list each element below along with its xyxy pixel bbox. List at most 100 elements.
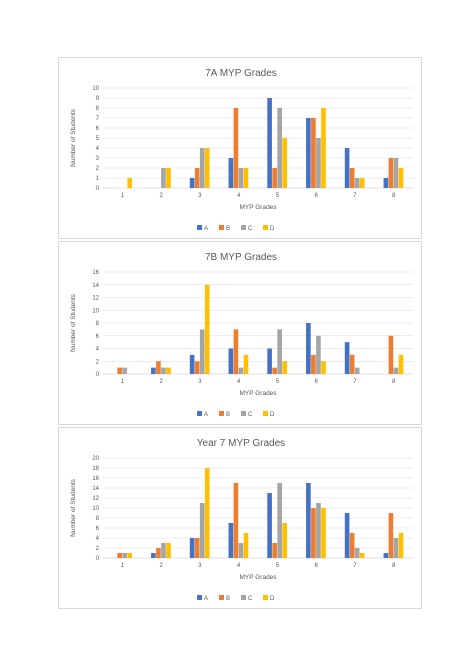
chart-2-bar-b-5 — [272, 543, 277, 558]
chart-0-bar-d-1 — [127, 178, 133, 188]
chart-2-bar-a-2 — [151, 553, 156, 558]
chart-2-bar-b-1 — [117, 553, 122, 558]
chart-1-bar-d-5 — [282, 361, 288, 374]
chart-1-bar-b-1 — [117, 367, 122, 374]
chart-2-legend-swatch-a — [197, 595, 202, 600]
chart-2-x-tick-label: 6 — [314, 563, 318, 569]
chart-0-x-tick-label: 5 — [276, 193, 280, 199]
chart-0-x-tick-label: 6 — [314, 193, 318, 199]
chart-0-title: 7A MYP Grades — [205, 68, 277, 79]
chart-1-title: 7B MYP Grades — [205, 252, 277, 263]
chart-2-legend-label-a: A — [204, 596, 208, 602]
chart-0-legend-swatch-b — [219, 225, 224, 230]
chart-0-bar-d-2 — [166, 168, 171, 188]
chart-0-y-tick-label: 3 — [96, 156, 100, 162]
chart-0-bar-d-6 — [321, 108, 326, 188]
chart-1-bar-c-1 — [122, 367, 128, 374]
chart-2-bar-a-8 — [383, 553, 389, 558]
chart-2-x-axis-label: MYP Grades — [239, 574, 277, 581]
chart-2-y-tick-label: 6 — [96, 526, 100, 532]
chart-1-legend-swatch-c — [241, 411, 246, 416]
chart-0-bar-a-5 — [267, 98, 272, 188]
chart-1-bar-a-6 — [306, 323, 311, 374]
chart-2-bar-d-3 — [204, 468, 210, 558]
chart-1-bar-b-4 — [233, 329, 239, 374]
chart-1-y-tick-label: 12 — [92, 296, 99, 302]
chart-2-x-tick-label: 2 — [159, 563, 163, 569]
chart-2-bar-d-1 — [127, 553, 133, 558]
chart-0-bar-c-8 — [393, 158, 399, 188]
chart-2-bar-d-2 — [166, 543, 171, 558]
chart-2-title: Year 7 MYP Grades — [197, 438, 285, 449]
chart-2-legend-label-b: B — [226, 596, 230, 602]
chart-1-bar-b-7 — [349, 354, 355, 374]
chart-1-bar-c-8 — [393, 367, 399, 374]
chart-1-x-tick-label: 8 — [392, 379, 396, 385]
chart-1-y-tick-label: 6 — [96, 334, 100, 340]
chart-2-y-tick-label: 18 — [92, 466, 99, 472]
chart-1-bar-d-3 — [204, 284, 210, 374]
chart-2-bar-b-8 — [388, 513, 394, 558]
chart-2-bar-c-6 — [316, 503, 321, 558]
chart-2-bar-b-3 — [194, 538, 200, 558]
chart-2-legend-label-c: C — [248, 596, 253, 602]
chart-0-bar-c-2 — [161, 168, 166, 188]
chart-2-bar-c-2 — [161, 543, 166, 558]
chart-1-bar-c-3 — [199, 329, 205, 374]
chart-1-x-tick-label: 3 — [198, 379, 202, 385]
chart-0-legend-label-c: C — [248, 226, 253, 232]
chart-2-y-tick-label: 16 — [92, 476, 99, 482]
chart-1-bar-d-6 — [321, 361, 326, 374]
chart-0-x-tick-label: 4 — [237, 193, 241, 199]
chart-0-legend-label-d: D — [270, 226, 275, 232]
chart-1-bar-b-6 — [311, 354, 316, 374]
chart-2-bar-b-4 — [233, 483, 239, 558]
chart-2-x-tick-label: 1 — [121, 563, 125, 569]
chart-2-bar-b-6 — [311, 508, 316, 558]
chart-0-x-tick-label: 7 — [353, 193, 357, 199]
chart-2-bar-d-7 — [359, 553, 365, 558]
chart-2-legend-swatch-c — [241, 595, 246, 600]
chart-0-y-tick-label: 4 — [96, 146, 100, 152]
chart-1-y-tick-label: 10 — [92, 308, 99, 314]
chart-2-bar-a-5 — [267, 493, 272, 558]
chart-1-bar-d-2 — [166, 367, 171, 374]
chart-0-bar-b-4 — [233, 108, 239, 188]
chart-0-y-tick-label: 0 — [96, 186, 100, 192]
chart-1-x-axis-label: MYP Grades — [239, 390, 277, 397]
chart-0-y-tick-label: 2 — [96, 166, 100, 172]
chart-0-bar-c-7 — [354, 178, 360, 188]
chart-1-bar-c-2 — [161, 367, 166, 374]
chart-1-legend-label-c: C — [248, 412, 253, 418]
chart-7a: 7A MYP Grades 0 1 2 3 4 5 6 7 8 9 10 1 2 3 4 5 6 7 8 MYP Gra… — [58, 57, 422, 239]
chart-0-legend-swatch-d — [263, 225, 268, 230]
chart-2-y-tick-label: 12 — [92, 496, 99, 502]
chart-0-x-tick-label: 3 — [198, 193, 202, 199]
chart-1-bar-b-2 — [156, 361, 161, 374]
chart-2-y-tick-label: 20 — [92, 456, 99, 462]
chart-year7: Year 7 MYP Grades 0 2 4 6 8 10 12 14 16 18 20 1 2 3 4 5 6… — [58, 427, 422, 609]
chart-0-y-tick-label: 9 — [96, 96, 100, 102]
chart-1-bar-d-4 — [243, 354, 249, 374]
chart-1-bar-d-8 — [398, 354, 404, 374]
chart-0-y-tick-label: 10 — [92, 86, 99, 92]
chart-1-bar-c-4 — [238, 367, 244, 374]
chart-2-x-tick-label: 5 — [276, 563, 280, 569]
chart-2-y-tick-label: 10 — [92, 506, 99, 512]
chart-2-x-tick-label: 7 — [353, 563, 357, 569]
chart-2-bar-a-6 — [306, 483, 311, 558]
chart-1-x-tick-label: 4 — [237, 379, 241, 385]
chart-2-bar-c-8 — [393, 538, 399, 558]
chart-2-legend-label-d: D — [270, 596, 275, 602]
chart-0-y-axis-label: Number of Students — [70, 108, 77, 167]
chart-1-legend-label-b: B — [226, 412, 230, 418]
chart-1-bar-c-7 — [354, 367, 360, 374]
chart-2-bar-a-3 — [189, 538, 195, 558]
chart-1-x-tick-label: 6 — [314, 379, 318, 385]
chart-0-bar-b-3 — [194, 168, 200, 188]
chart-1-x-tick-label: 7 — [353, 379, 357, 385]
chart-0-legend-label-a: A — [204, 226, 208, 232]
chart-2-y-tick-label: 14 — [92, 486, 99, 492]
chart-0-bar-b-7 — [349, 168, 355, 188]
